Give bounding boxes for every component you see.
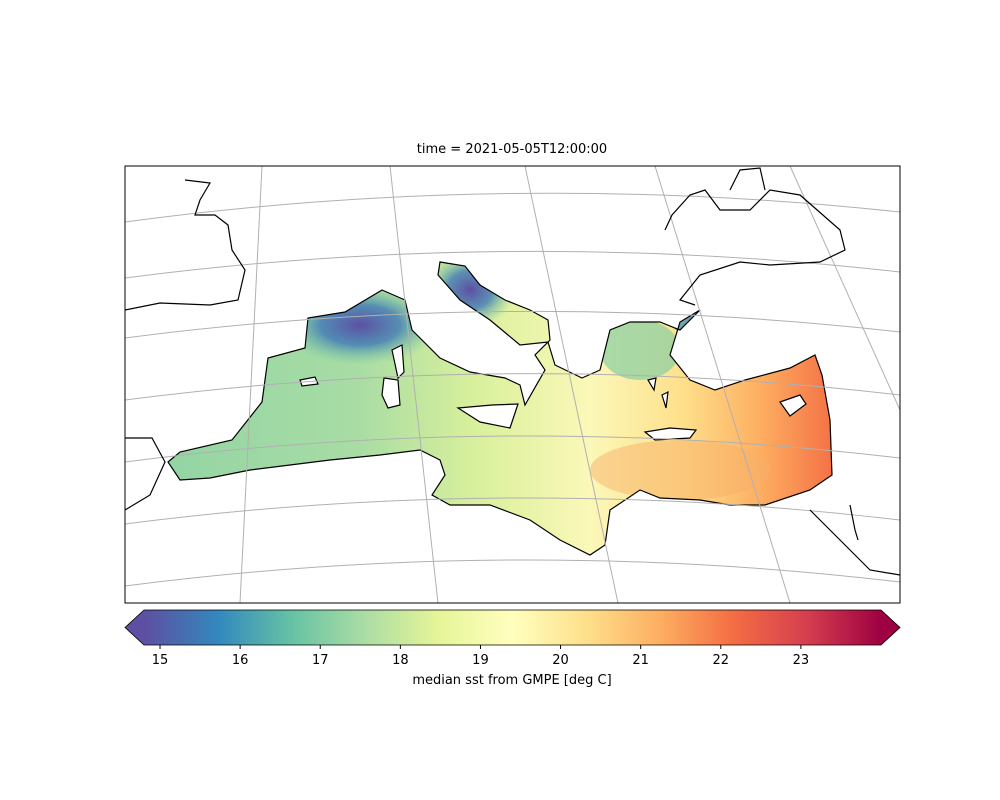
colorbar-gradient [144, 610, 881, 645]
colorbar-tick-label: 23 [793, 653, 810, 668]
colorbar-tick-label: 20 [552, 653, 569, 668]
colorbar-outline [124, 609, 901, 646]
colorbar-tick-label: 19 [472, 653, 489, 668]
colorbar: 15 16 17 18 19 20 21 22 23 [124, 609, 901, 668]
colorbar-tick-label: 16 [232, 653, 249, 668]
colorbar-label: median sst from GMPE [deg C] [412, 673, 611, 688]
sea-surface-temperature [168, 262, 832, 555]
map-frame [124, 165, 901, 604]
colorbar-tick-label: 22 [713, 653, 730, 668]
colorbar-tick-label: 21 [632, 653, 649, 668]
colorbar-tick-label: 15 [152, 653, 169, 668]
colorbar-tick-label: 18 [392, 653, 409, 668]
colorbar-extend-min [125, 610, 144, 645]
land-coastlines [125, 167, 900, 576]
colorbar-extend-max [881, 610, 900, 645]
graticule [125, 166, 900, 603]
map [125, 166, 900, 603]
colorbar-tick-label: 17 [312, 653, 329, 668]
map-title: time = 2021-05-05T12:00:00 [417, 142, 607, 157]
islands [299, 344, 807, 441]
